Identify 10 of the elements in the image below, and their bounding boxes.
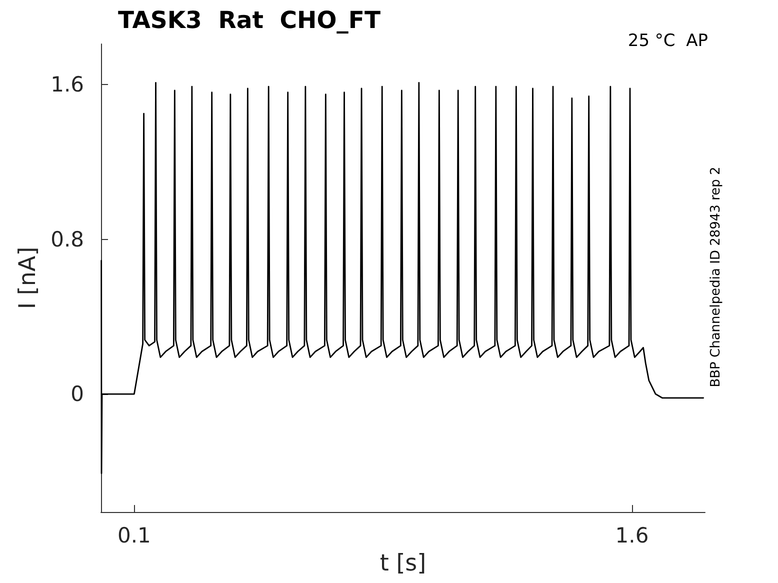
text: BBP Channelpedia ID 28943 rep 2 (708, 166, 724, 388)
y-tick-label: 0 (70, 382, 84, 406)
y-axis-title: I [nA] (15, 246, 42, 310)
x-tick-label: 0.1 (117, 524, 151, 548)
chart-title: TASK3 Rat CHO_FT (118, 6, 381, 34)
y-tick-label: 1.6 (50, 72, 84, 97)
y-tick-label: 0.8 (50, 227, 84, 252)
annotation: 25 °C AP (628, 31, 708, 51)
line-series (100, 82, 704, 474)
x-axis-title: t [s] (380, 550, 426, 576)
